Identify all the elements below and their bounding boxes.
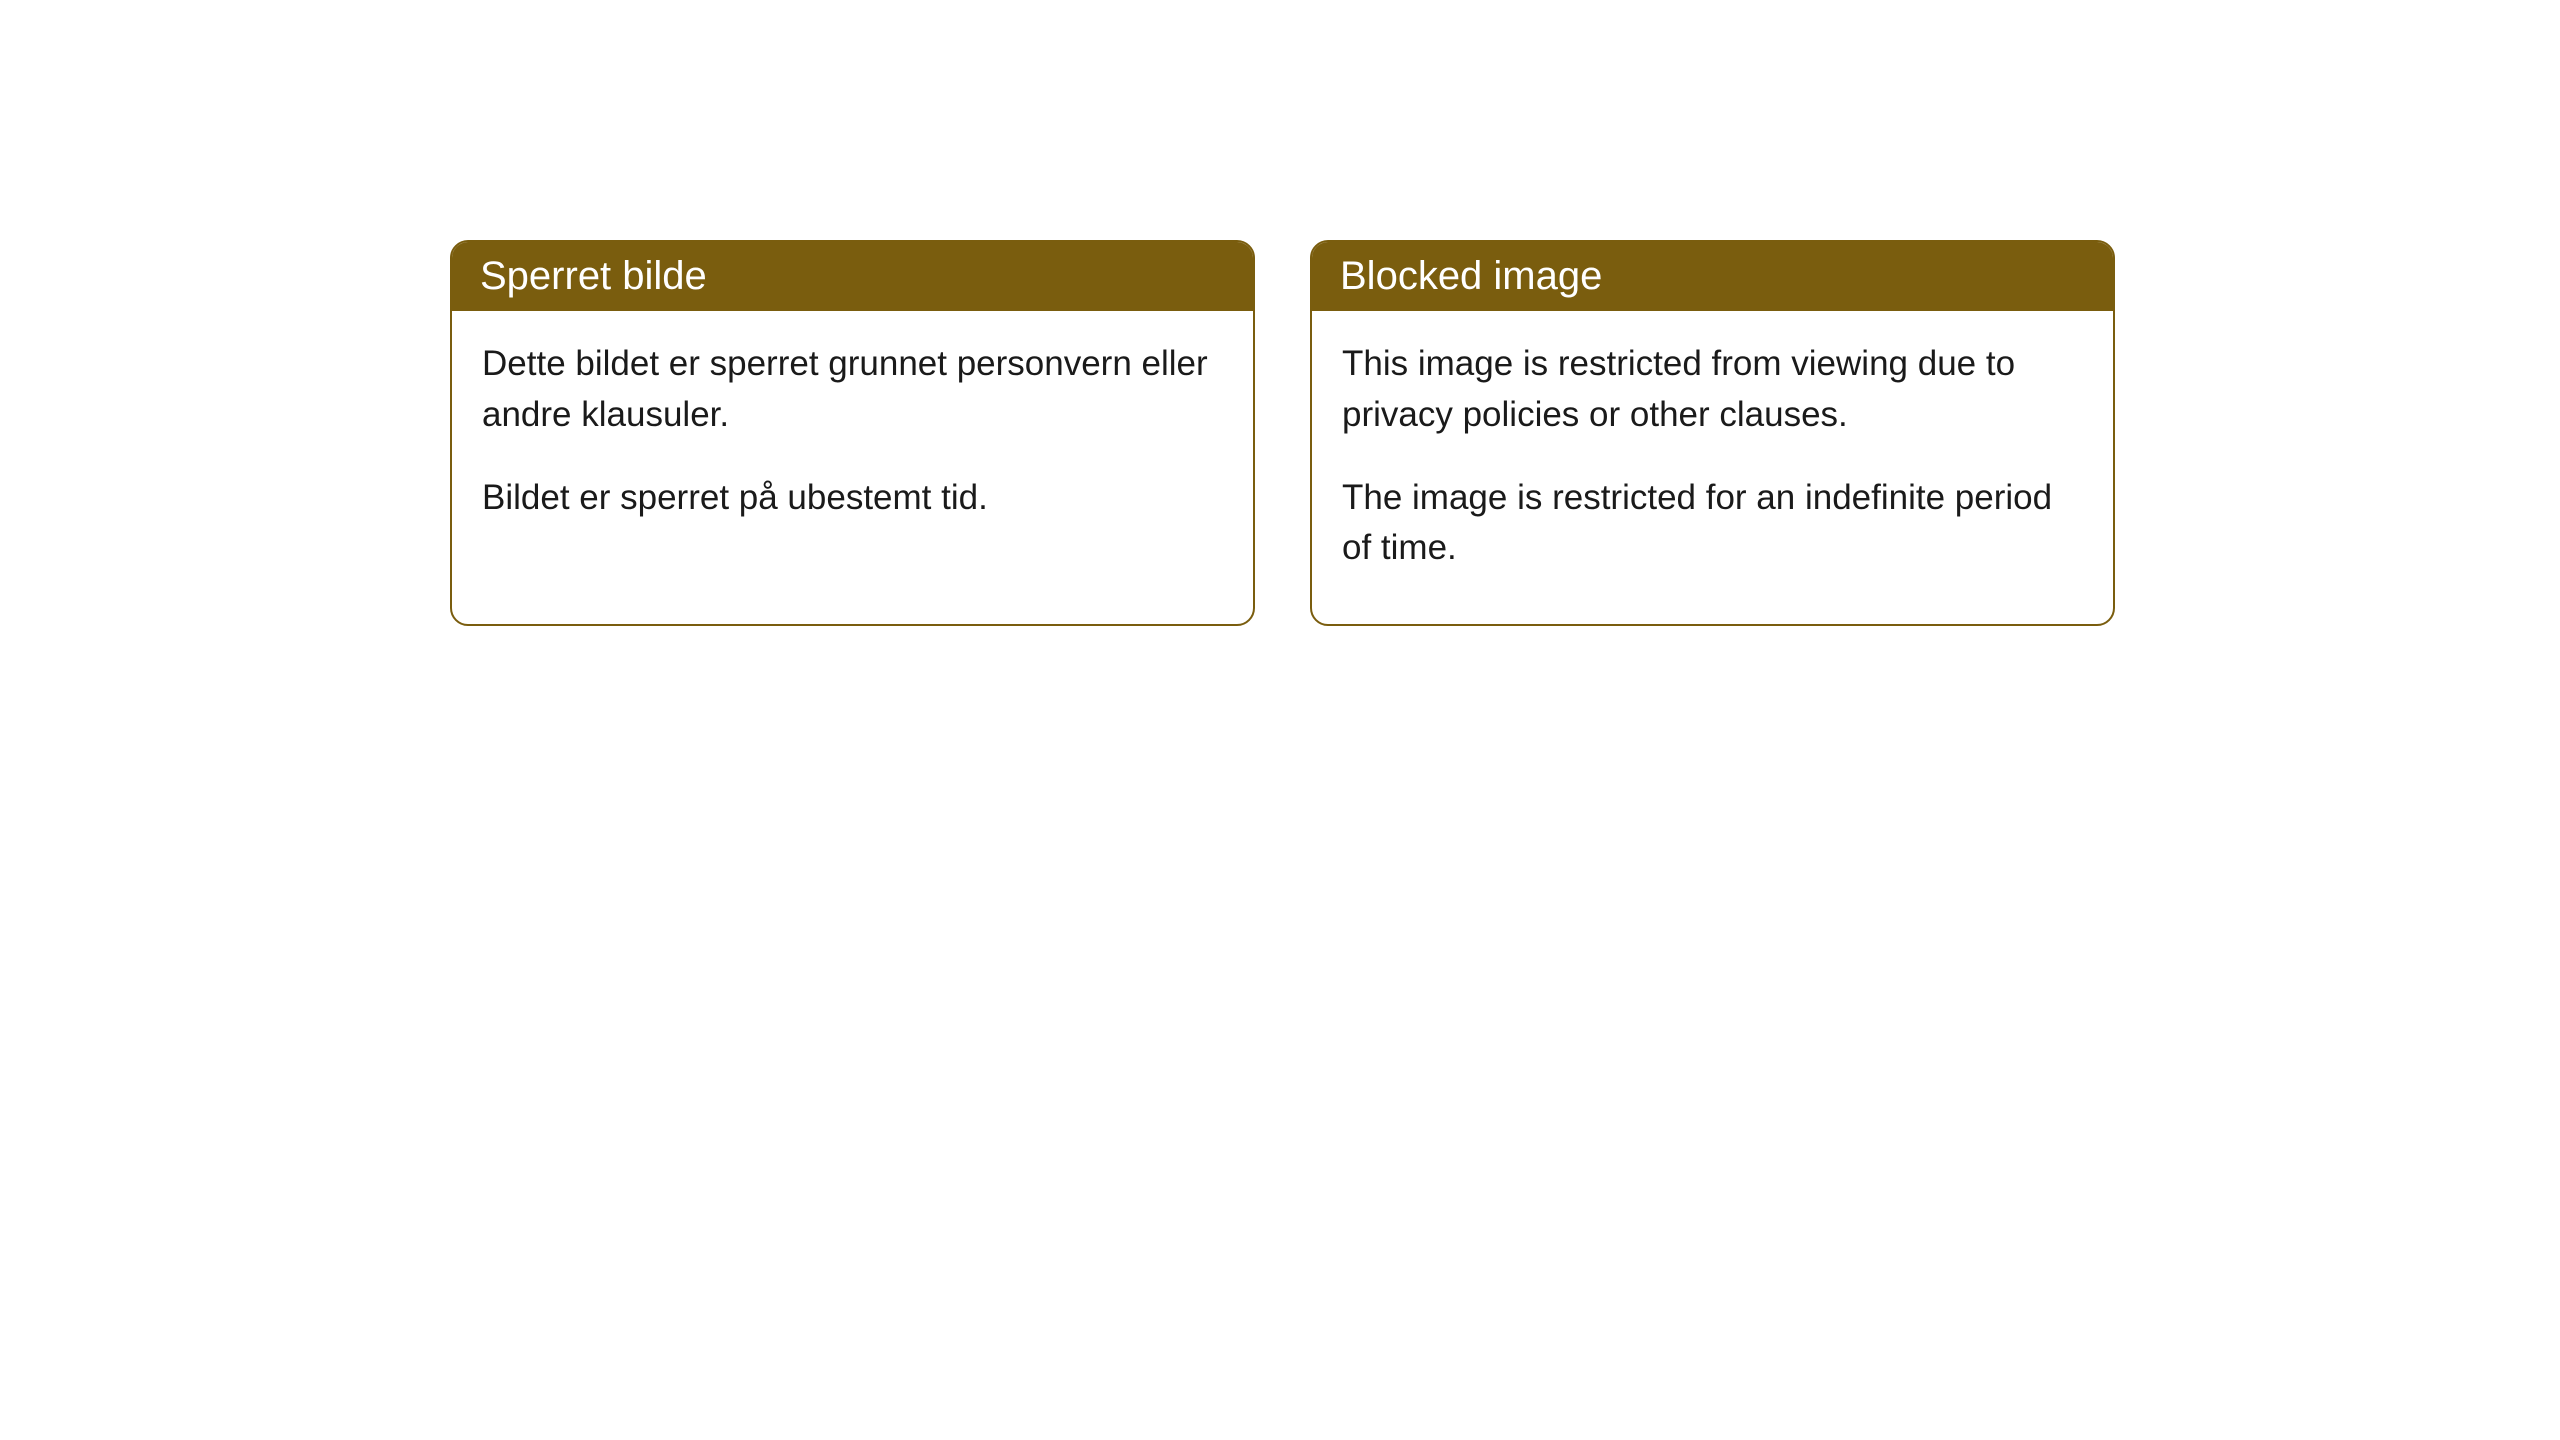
notice-cards-container: Sperret bilde Dette bildet er sperret gr…	[0, 0, 2560, 626]
card-header: Blocked image	[1312, 242, 2113, 311]
card-body: Dette bildet er sperret grunnet personve…	[452, 311, 1253, 573]
card-paragraph: Bildet er sperret på ubestemt tid.	[482, 473, 1223, 524]
notice-card-norwegian: Sperret bilde Dette bildet er sperret gr…	[450, 240, 1255, 626]
notice-card-english: Blocked image This image is restricted f…	[1310, 240, 2115, 626]
card-paragraph: The image is restricted for an indefinit…	[1342, 473, 2083, 575]
card-paragraph: This image is restricted from viewing du…	[1342, 339, 2083, 441]
card-header: Sperret bilde	[452, 242, 1253, 311]
card-paragraph: Dette bildet er sperret grunnet personve…	[482, 339, 1223, 441]
card-title: Sperret bilde	[480, 254, 707, 298]
card-body: This image is restricted from viewing du…	[1312, 311, 2113, 624]
card-title: Blocked image	[1340, 254, 1602, 298]
